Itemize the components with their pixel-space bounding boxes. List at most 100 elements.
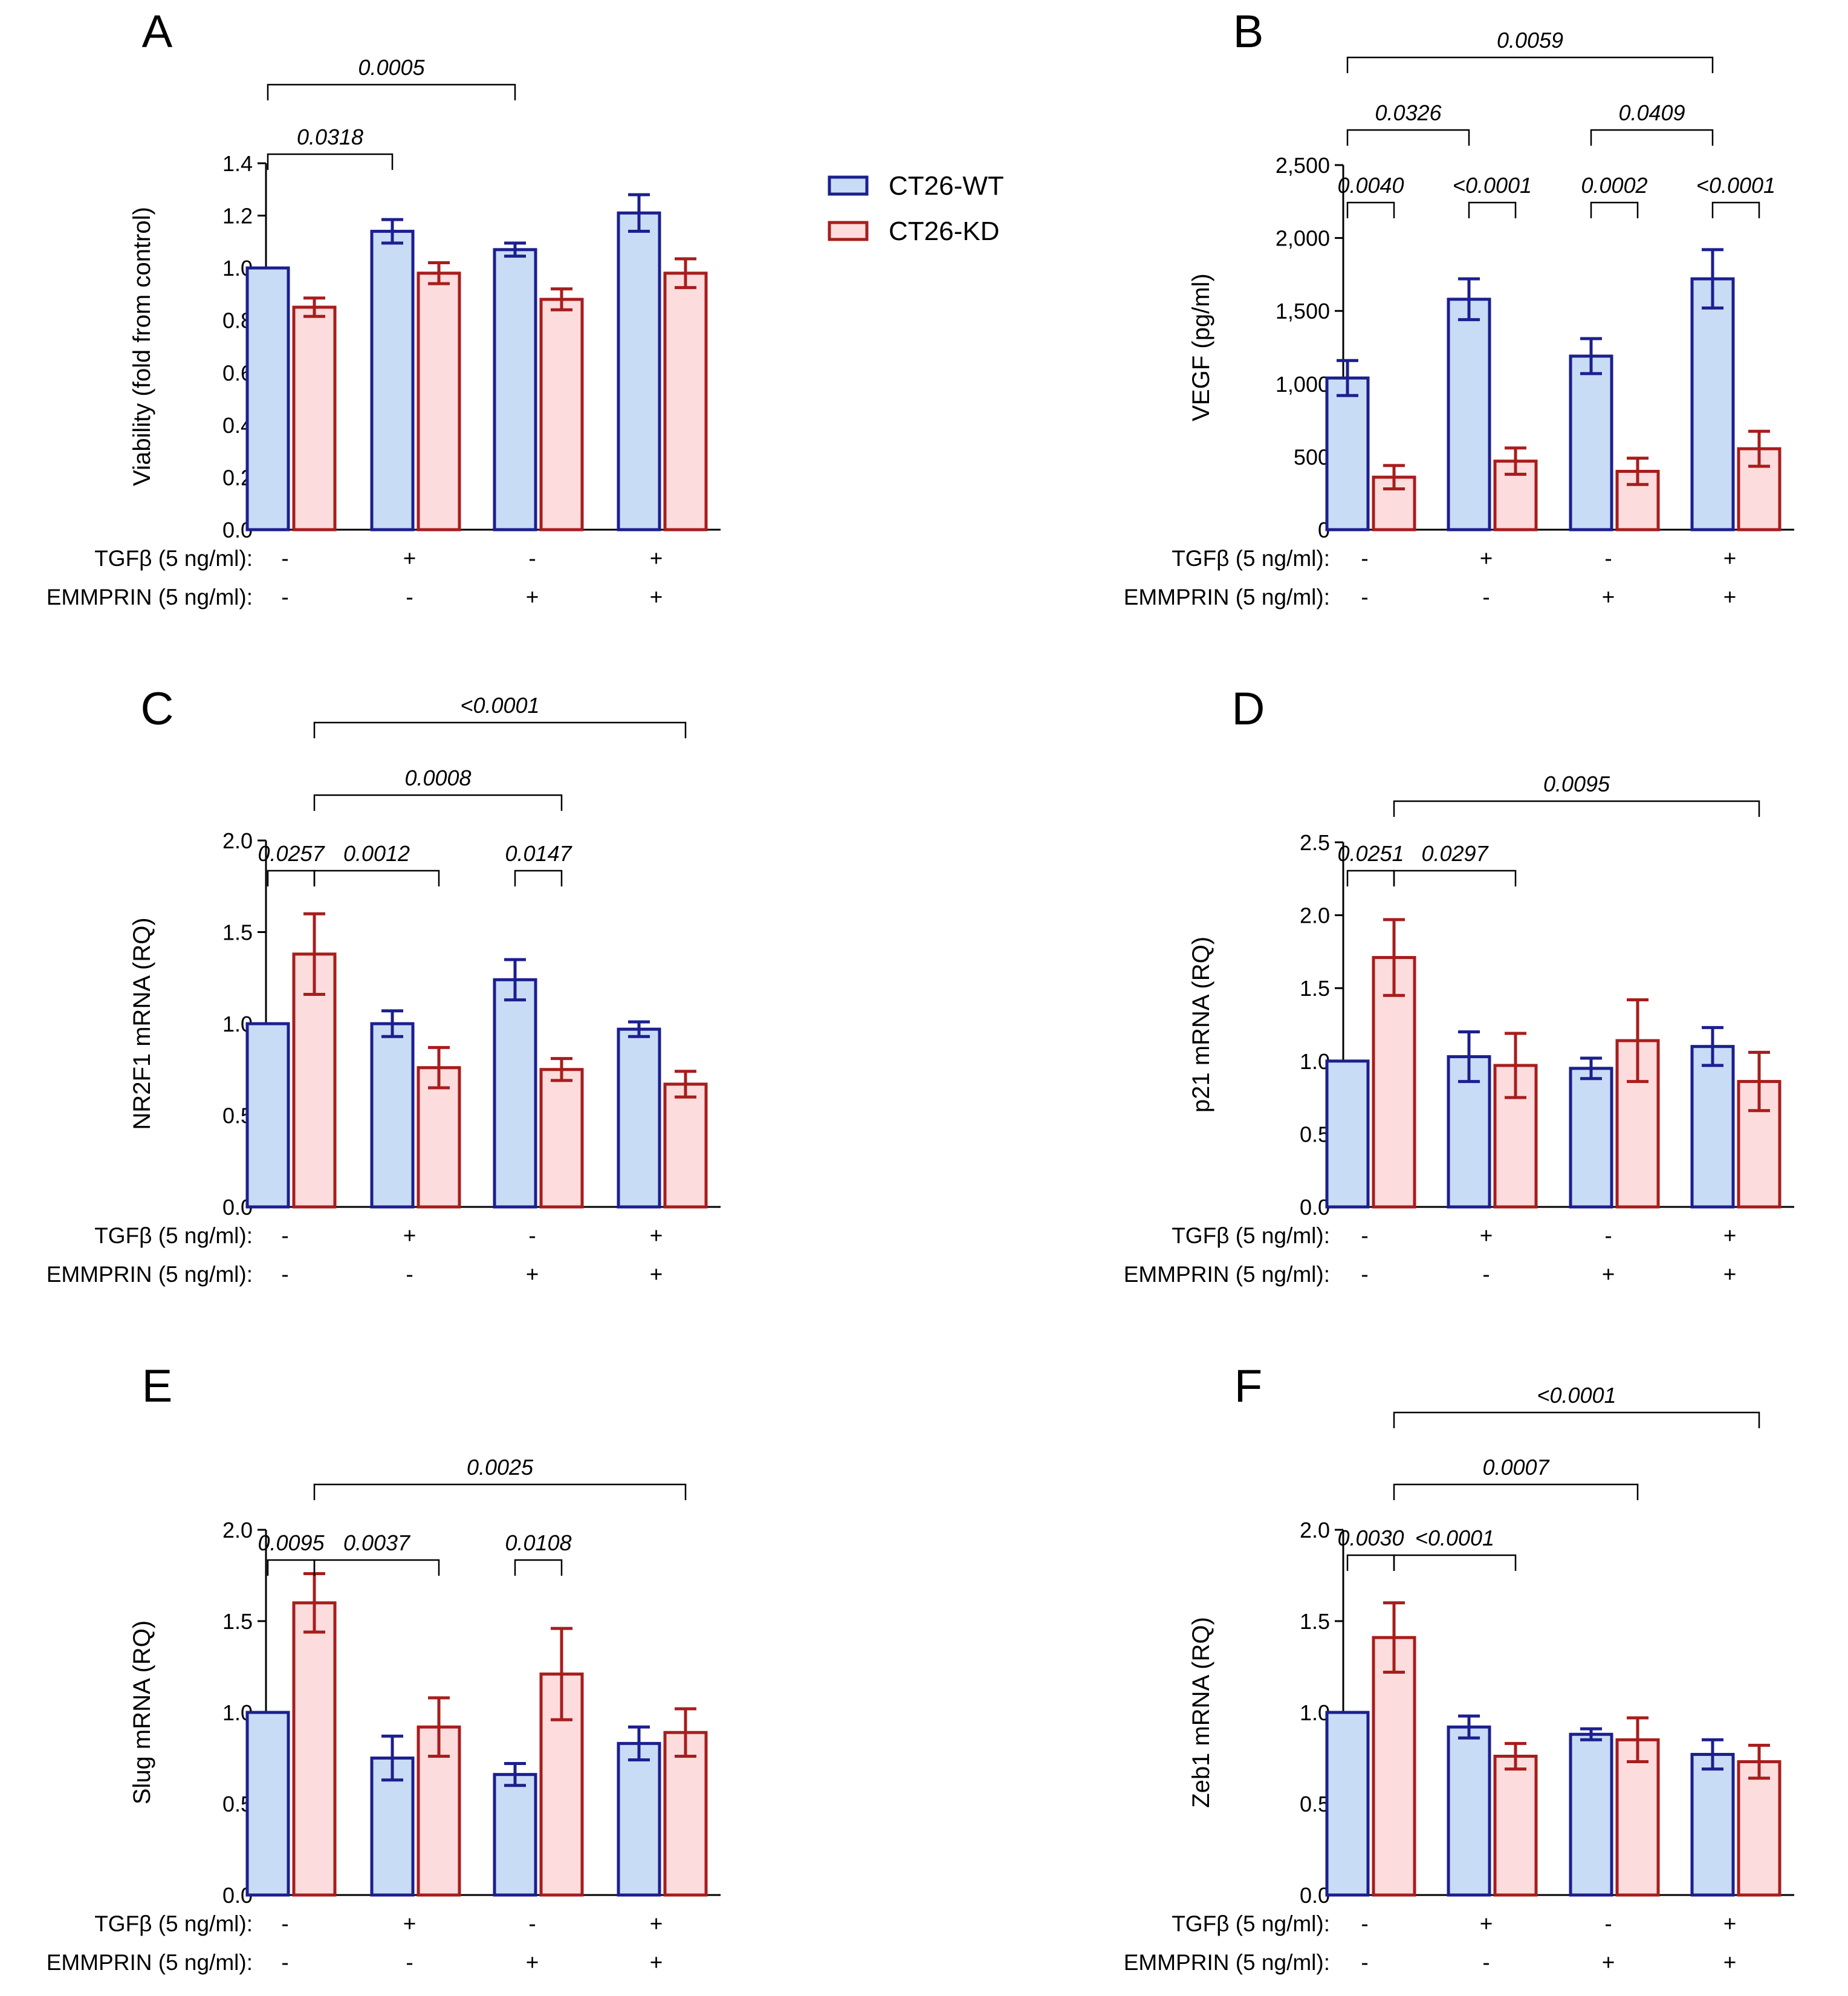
y-tick-label: 2.0: [222, 828, 253, 853]
emmprin-row-label: EMMPRIN (5 ng/ml):: [1124, 585, 1330, 610]
kd-bar: [292, 1601, 337, 1897]
significance-bracket: [267, 870, 316, 886]
y-tick-label: 2,500: [1276, 153, 1330, 178]
significance-bracket: [313, 721, 687, 738]
tgf-row-label: TGFβ (5 ng/ml):: [94, 1223, 253, 1248]
legend-swatch-wt: [828, 175, 869, 196]
wt-bar: [493, 248, 537, 532]
panel-f: F 0.0 0.5 1.0 1.5 2.0 Zeb1 mRNA (RQ) <0.0001 0.0…: [1124, 1360, 1794, 1975]
significance-bracket: [267, 153, 394, 170]
emmprin-sign: -: [1361, 1262, 1368, 1287]
y-axis-label: VEGF (pg/ml): [1188, 273, 1214, 421]
panel-letter: E: [142, 1360, 173, 1412]
tgf-sign: +: [1480, 1911, 1493, 1936]
wt-bar: [1569, 1732, 1613, 1897]
emmprin-sign: +: [1602, 585, 1615, 610]
panel-letter: A: [142, 6, 173, 57]
y-axis-label: Slug mRNA (RQ): [129, 1621, 155, 1805]
p-value-label: 0.0005: [358, 55, 425, 80]
emmprin-sign: +: [526, 1950, 539, 1975]
kd-bar: [539, 297, 584, 532]
emmprin-sign: +: [1723, 585, 1737, 610]
tgf-sign: +: [650, 1223, 663, 1248]
legend-label-kd: CT26-KD: [889, 216, 999, 246]
significance-bracket: [514, 870, 563, 886]
kd-bar: [1737, 447, 1782, 532]
tgf-sign: +: [650, 1911, 663, 1936]
y-tick-label: 2.0: [1300, 903, 1330, 928]
legend: CT26-WT CT26-KD: [828, 171, 1004, 246]
tgf-row-label: TGFβ (5 ng/ml):: [94, 1911, 253, 1936]
wt-bar: [245, 266, 290, 532]
panel-letter: B: [1233, 6, 1264, 57]
significance-bracket: [1393, 800, 1760, 817]
p-value-label: 0.0040: [1337, 173, 1404, 198]
wt-bar: [1690, 277, 1735, 532]
wt-bar: [1690, 1752, 1735, 1897]
y-tick-label: 1.4: [222, 151, 253, 176]
tgf-sign: -: [1361, 546, 1368, 571]
tgf-row-label: TGFβ (5 ng/ml):: [1172, 546, 1330, 571]
y-tick-label: 0.5: [1300, 1792, 1330, 1816]
y-tick-label: 2,000: [1276, 226, 1330, 251]
emmprin-sign: +: [526, 585, 539, 610]
wt-bar: [245, 1022, 290, 1209]
wt-bar: [1569, 354, 1613, 532]
tgf-sign: +: [1723, 546, 1737, 571]
p-value-label: 0.0297: [1421, 841, 1489, 866]
kd-bar: [1737, 1760, 1782, 1897]
emmprin-sign: -: [281, 585, 288, 610]
wt-bar: [617, 1027, 661, 1209]
emmprin-sign: +: [1723, 1950, 1737, 1975]
p-value-label: <0.0001: [1696, 173, 1775, 198]
p-value-label: 0.0030: [1337, 1526, 1404, 1550]
p-value-label: 0.0108: [505, 1530, 571, 1555]
kd-bar: [1493, 1754, 1538, 1897]
kd-bar: [663, 271, 708, 532]
y-tick-label: 2.5: [1300, 830, 1330, 855]
kd-bar: [417, 271, 461, 532]
y-tick-label: 0.5: [1300, 1122, 1330, 1146]
wt-bar: [370, 1022, 415, 1209]
tgf-sign: -: [1604, 1223, 1612, 1248]
panel-letter: C: [141, 683, 174, 735]
emmprin-sign: -: [406, 585, 413, 610]
p-value-label: 0.0007: [1482, 1455, 1550, 1480]
y-tick-label: 2.0: [222, 1518, 253, 1543]
significance-bracket: [514, 1559, 563, 1576]
p-value-label: 0.0147: [505, 841, 572, 866]
wt-bar: [1690, 1045, 1735, 1209]
emmprin-sign: +: [1723, 1262, 1737, 1287]
y-tick-label: 0.0: [1300, 1195, 1330, 1220]
y-axis-label: p21 mRNA (RQ): [1188, 937, 1214, 1113]
significance-bracket: [1590, 129, 1714, 146]
kd-bar: [1372, 1636, 1416, 1897]
tgf-sign: +: [403, 1911, 417, 1936]
y-tick-label: 500: [1294, 444, 1330, 469]
emmprin-sign: +: [1602, 1262, 1615, 1287]
kd-bar: [417, 1066, 461, 1209]
emmprin-row-label: EMMPRIN (5 ng/ml):: [47, 1262, 253, 1287]
y-axis-label: Zeb1 mRNA (RQ): [1188, 1617, 1214, 1808]
y-tick-label: 1.5: [1300, 1609, 1330, 1634]
p-value-label: 0.0318: [297, 125, 363, 149]
p-value-label: 0.0095: [258, 1530, 325, 1555]
emmprin-sign: +: [650, 1262, 663, 1287]
tgf-sign: -: [1361, 1223, 1368, 1248]
kd-bar: [663, 1731, 708, 1897]
emmprin-sign: -: [281, 1262, 288, 1287]
tgf-sign: -: [281, 1223, 288, 1248]
p-value-label: <0.0001: [460, 693, 539, 718]
panel-d: D 0.0 0.5 1.0 1.5 2.0 2.5 p21 mRNA (RQ) 0.0095 0.…: [1124, 683, 1794, 1287]
panel-letter: F: [1234, 1360, 1262, 1412]
y-tick-label: 1.5: [1300, 976, 1330, 1001]
wt-bar: [370, 230, 415, 532]
emmprin-row-label: EMMPRIN (5 ng/ml):: [1124, 1262, 1330, 1287]
wt-bar: [1447, 297, 1491, 532]
y-tick-label: 1.5: [222, 1609, 253, 1634]
